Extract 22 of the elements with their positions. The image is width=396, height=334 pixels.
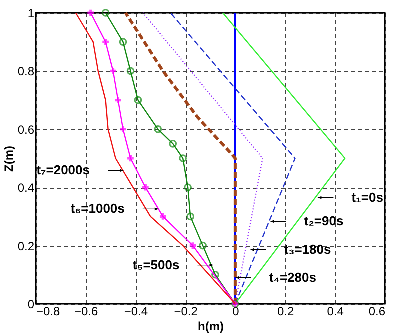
y-axis-title: Z(m) [2,146,16,172]
x-tick-label: −0.2 [174,304,198,318]
annotation: t₄=280s [269,270,316,285]
annotation: t₇=2000s [36,162,90,178]
x-tick-label: −0.8 [36,304,61,318]
x-tick-label: 0.6 [368,304,386,318]
annotation: t₆=1000s [70,201,125,216]
x-tick-label: 0.4 [327,304,344,318]
y-tick-label: 0.2 [18,239,35,254]
x-tick-label: −0.6 [74,304,99,318]
y-tick-label: 1 [28,6,35,20]
x-tick-label: 0 [232,304,240,318]
annotation: t₂=90s [304,214,344,229]
x-tick-label: 0.2 [277,304,294,318]
annotation: t₁=0s [352,190,384,205]
y-tick-label: 0.8 [18,64,35,79]
y-tick-label: 0.4 [18,181,35,196]
x-tick-label: −0.4 [124,304,148,318]
annotation: t₃=180s [284,242,332,257]
x-axis-title: h(m) [198,320,224,334]
annotation: t₅=500s [132,257,180,272]
y-tick-label: 0.6 [18,122,35,137]
